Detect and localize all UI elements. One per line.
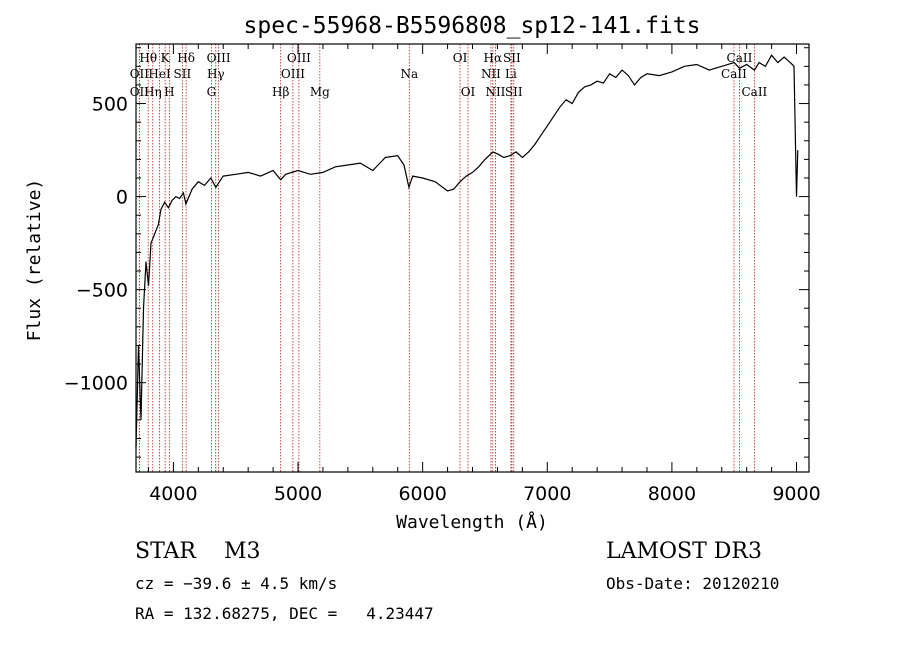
line-label-24: SII <box>505 85 523 99</box>
line-label-10: Hγ <box>207 67 225 81</box>
line-label-3: Hη <box>144 85 162 99</box>
line-label-6: H <box>164 85 174 99</box>
line-label-23: Li <box>505 67 517 81</box>
line-label-19: Hα <box>484 51 503 65</box>
x-tick-label-1: 5000 <box>274 483 322 505</box>
line-label-18: OI <box>461 85 476 99</box>
x-tick-label-5: 9000 <box>772 483 820 505</box>
spectral-line-markers <box>138 44 755 472</box>
line-label-1: OII <box>130 67 150 81</box>
y-axis-ticks: −1000 −500 0 500 <box>64 47 809 458</box>
chart-title: spec-55968-B5596808_sp12-141.fits <box>244 13 701 39</box>
line-label-2: OII <box>130 85 150 99</box>
line-label-20: NII <box>481 67 501 81</box>
line-label-26: CaII <box>721 67 747 81</box>
line-label-8: Hδ <box>177 51 195 65</box>
x-tick-label-3: 7000 <box>523 483 571 505</box>
line-label-15: Mg <box>310 85 330 99</box>
line-label-7: SII <box>174 67 192 81</box>
observation-date: Obs-Date: 20120210 <box>606 574 780 593</box>
line-label-0: Hθ <box>139 51 157 65</box>
line-label-22: SII <box>503 51 521 65</box>
redshift-velocity: cz = −39.6 ± 4.5 km/s <box>135 574 338 593</box>
plot-frame <box>135 43 810 473</box>
line-label-25: CaII <box>727 51 753 65</box>
x-axis-ticks: 4000 5000 6000 7000 8000 9000 <box>147 44 821 505</box>
line-label-13: OIII <box>287 51 311 65</box>
line-label-9: OIII <box>207 51 231 65</box>
line-label-16: Na <box>400 67 418 81</box>
line-label-17: OI <box>453 51 468 65</box>
line-label-5: K <box>161 51 171 65</box>
y-tick-label-2: 0 <box>116 187 128 209</box>
y-tick-label-3: 500 <box>92 94 128 116</box>
line-label-21: NII <box>485 85 505 99</box>
line-label-27: CaII <box>741 85 767 99</box>
line-label-4: HeI <box>148 67 171 81</box>
y-tick-label-0: −1000 <box>64 373 128 395</box>
y-axis-label: Flux (relative) <box>24 179 45 342</box>
coordinates: RA = 132.68275, DEC = 4.23447 <box>135 604 434 623</box>
y-tick-label-1: −500 <box>76 280 128 302</box>
line-label-14: OIII <box>281 67 305 81</box>
line-label-11: G <box>207 85 217 99</box>
x-tick-label-2: 6000 <box>398 483 446 505</box>
spectrum-series-line <box>135 54 799 448</box>
survey-name: LAMOST DR3 <box>606 539 762 564</box>
x-tick-label-0: 4000 <box>149 483 197 505</box>
x-axis-label: Wavelength (Å) <box>396 511 548 533</box>
object-class: STAR M3 <box>135 539 261 564</box>
line-label-12: Hβ <box>272 85 289 99</box>
x-tick-label-4: 8000 <box>648 483 696 505</box>
